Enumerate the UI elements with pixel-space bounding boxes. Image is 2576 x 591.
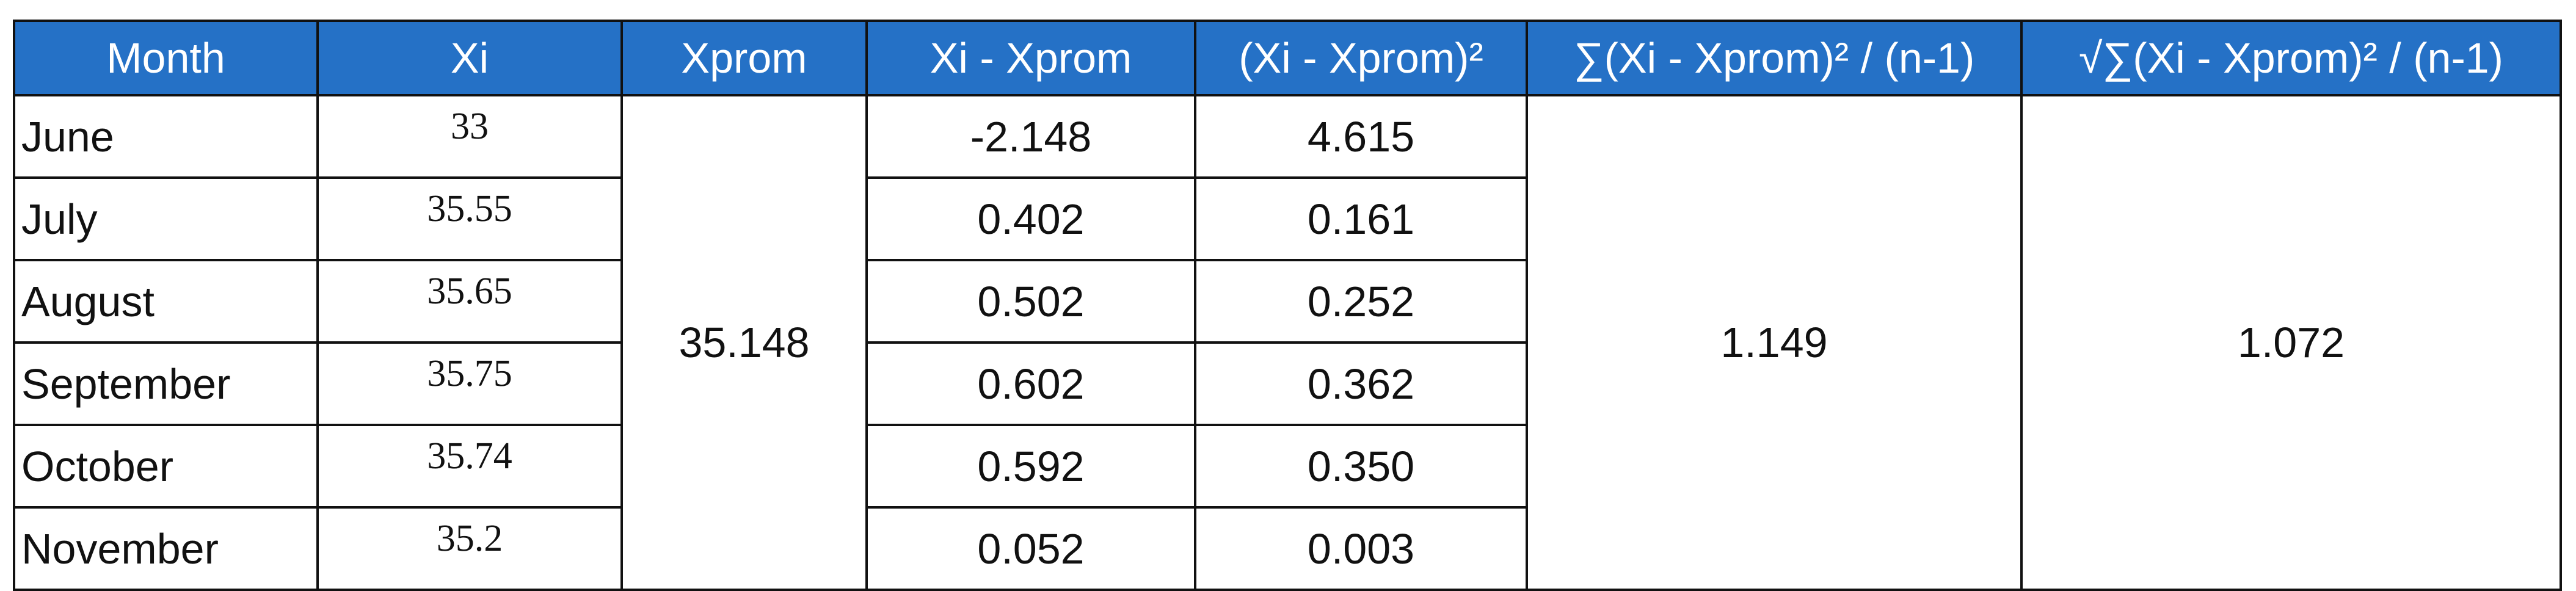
header-row: Month Xi Xprom Xi - Xprom (Xi - Xprom)² ∑(Xi …: [13, 20, 2562, 96]
deviation-cell: -2.148: [865, 94, 1196, 179]
table-row: August 35.65 0.502 0.252: [13, 259, 2561, 344]
std-dev-cell: 1.072: [2020, 94, 2562, 591]
xi-cell: 35.65: [316, 259, 623, 344]
variance-cell: 1.149: [1526, 94, 2023, 591]
table-row: September 35.75 0.602 0.362: [13, 341, 2561, 426]
month-cell: August: [13, 259, 319, 344]
deviation-cell: 0.602: [865, 341, 1196, 426]
header-cell: (Xi - Xprom)²: [1194, 20, 1528, 96]
squared-deviation-cell: 0.252: [1194, 259, 1528, 344]
table-row: July 35.55 0.402 0.161: [13, 176, 2561, 261]
table-container: Month Xi Xprom Xi - Xprom (Xi - Xprom)² ∑(Xi …: [13, 20, 2562, 591]
xi-cell: 35.55: [316, 176, 623, 261]
squared-deviation-cell: 0.003: [1194, 506, 1528, 591]
deviation-cell: 0.592: [865, 424, 1196, 509]
table-row: October 35.74 0.592 0.350: [13, 424, 2561, 509]
month-cell: September: [13, 341, 319, 426]
header-cell: Month: [13, 20, 319, 96]
squared-deviation-cell: 0.161: [1194, 176, 1528, 261]
month-cell: July: [13, 176, 319, 261]
squared-deviation-cell: 0.362: [1194, 341, 1528, 426]
xi-cell: 35.75: [316, 341, 623, 426]
table-row: November 35.2 0.052 0.003: [13, 506, 2561, 591]
table-row: June 33 35.148 -2.148 4.615 1.149 1.072: [13, 94, 2562, 591]
month-cell: June: [13, 94, 319, 179]
header-cell: Xi: [316, 20, 623, 96]
page: {"table": { "header": ["Month", "Xi", "X…: [13, 20, 2562, 591]
data-table: Month Xi Xprom Xi - Xprom (Xi - Xprom)² ∑(Xi …: [13, 20, 2562, 591]
month-cell: November: [13, 506, 319, 591]
xi-cell: 33: [316, 94, 623, 179]
xi-cell: 35.2: [316, 506, 623, 591]
squared-deviation-cell: 4.615: [1194, 94, 1528, 179]
xprom-cell: 35.148: [620, 94, 868, 591]
month-cell: October: [13, 424, 319, 509]
squared-deviation-cell: 0.350: [1194, 424, 1528, 509]
deviation-cell: 0.502: [865, 259, 1196, 344]
deviation-cell: 0.402: [865, 176, 1196, 261]
table-body: June 33 35.148 -2.148 4.615 1.149 1.072 July 35.…: [13, 94, 2562, 591]
header-cell: Xprom: [620, 20, 868, 96]
header-cell: ∑(Xi - Xprom)² / (n-1): [1526, 20, 2023, 96]
header-cell: Xi - Xprom: [865, 20, 1196, 96]
xi-cell: 35.74: [316, 424, 623, 509]
header-cell: √∑(Xi - Xprom)² / (n-1): [2020, 20, 2562, 96]
